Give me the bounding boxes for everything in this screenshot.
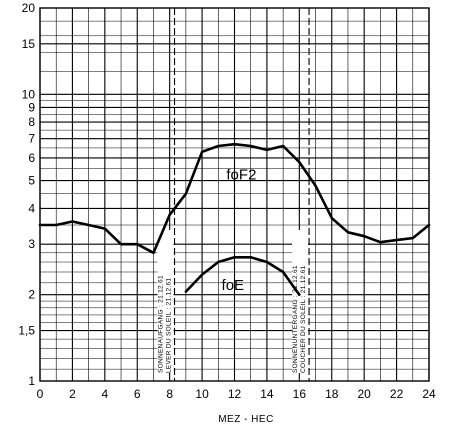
series-line-foE — [184, 255, 301, 297]
y-tick-label: 2 — [28, 288, 35, 302]
sun-event-label: SONNENUNTERGANG : 21.12.61 — [292, 265, 299, 373]
y-tick-label: 6 — [28, 151, 35, 165]
y-tick-label: 10 — [22, 87, 36, 101]
series-label-foF2: foF2 — [226, 166, 256, 183]
y-tick-label: 15 — [22, 37, 36, 51]
y-tick-label: 3 — [28, 237, 35, 251]
y-tick-label: 4 — [28, 201, 35, 215]
sun-event-label-bg — [165, 230, 174, 373]
x-tick-label: 24 — [422, 387, 436, 401]
series-label-foE: foE — [222, 277, 245, 294]
sun-event-label-bg — [292, 230, 301, 373]
x-tick-label: 16 — [293, 387, 307, 401]
x-tick-label: 6 — [134, 387, 141, 401]
y-tick-label: 1 — [28, 374, 35, 388]
chart-series: foF2 foE — [38, 142, 431, 297]
sun-event-label-bg — [300, 230, 309, 373]
x-tick-label: 14 — [260, 387, 274, 401]
x-tick-label: 20 — [357, 387, 371, 401]
y-tick-label: 8 — [28, 115, 35, 129]
x-tick-label: 12 — [228, 387, 242, 401]
sun-event-label: LEVER DU SOLEIL : 21.12.61 — [166, 278, 173, 373]
x-tick-label: 22 — [390, 387, 404, 401]
y-tick-label: 1,5 — [18, 324, 35, 338]
chart-grid — [39, 7, 430, 382]
x-axis-title: MEZ - HEC — [218, 414, 274, 425]
x-tick-label: 4 — [101, 387, 108, 401]
y-tick-label: 9 — [28, 100, 35, 114]
x-tick-label: 8 — [166, 387, 173, 401]
x-tick-label: 2 — [69, 387, 76, 401]
sun-event-label: COUCHER DU SOLEIL : 21.12.61 — [300, 265, 307, 373]
y-tick-label: 7 — [28, 132, 35, 146]
y-tick-label: 5 — [28, 174, 35, 188]
sun-event-label-bg — [157, 230, 166, 373]
sun-event-label: SONNENAUFGANG : 21.12.61 — [158, 275, 165, 373]
x-tick-label: 10 — [195, 387, 209, 401]
x-tick-label: 0 — [37, 387, 44, 401]
y-tick-label: 20 — [22, 1, 36, 15]
x-tick-label: 18 — [325, 387, 339, 401]
sun-event-lines: SONNENAUFGANG : 21.12.61 LEVER DU SOLEIL … — [157, 8, 310, 381]
plot-frame — [39, 7, 430, 382]
